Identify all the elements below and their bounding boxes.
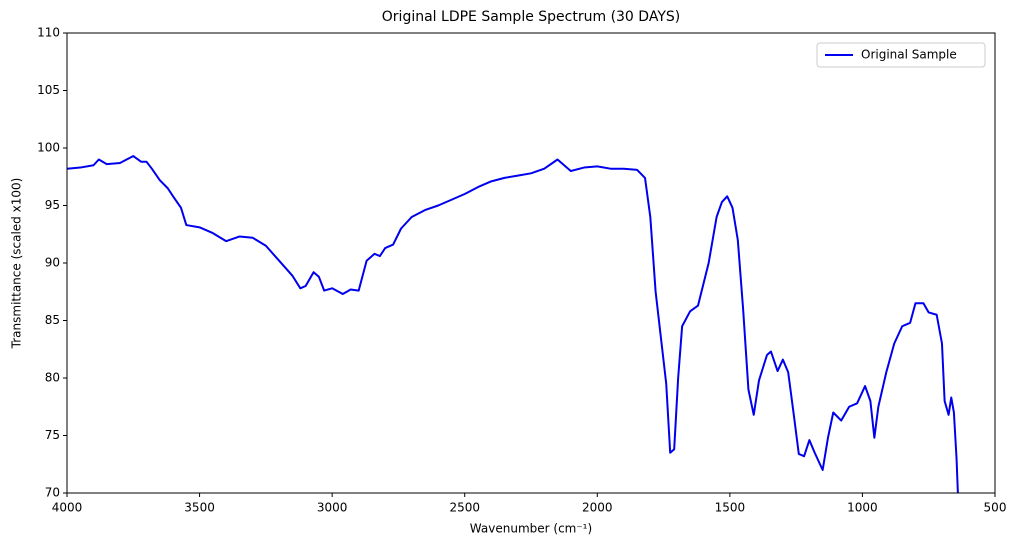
x-tick-label: 3000 [317,501,348,515]
x-axis-label: Wavenumber (cm⁻¹) [470,522,592,536]
y-tick-label: 100 [37,141,60,155]
y-tick-label: 95 [45,198,60,212]
legend-label: Original Sample [861,48,957,62]
data-line [67,155,959,493]
plot-frame [66,32,996,494]
chart-title: Original LDPE Sample Spectrum (30 DAYS) [382,9,680,25]
y-tick-label: 70 [45,486,60,500]
y-tick-label: 75 [45,428,60,442]
legend-box [816,42,986,68]
x-tick-label: 1500 [715,501,746,515]
x-tick-label: 2000 [582,501,613,515]
x-tick-label: 4000 [52,501,83,515]
y-tick-label: 80 [45,371,60,385]
x-tick-label: 2500 [449,501,480,515]
y-tick-label: 105 [37,83,60,97]
x-tick-label: 3500 [184,501,215,515]
x-tick-label: 1000 [847,501,878,515]
y-tick-label: 90 [45,256,60,270]
y-axis-label: Transmittance (scaled x100) [10,178,24,350]
x-tick-label: 500 [984,501,1007,515]
y-tick-label: 110 [37,26,60,40]
y-tick-label: 85 [45,313,60,327]
